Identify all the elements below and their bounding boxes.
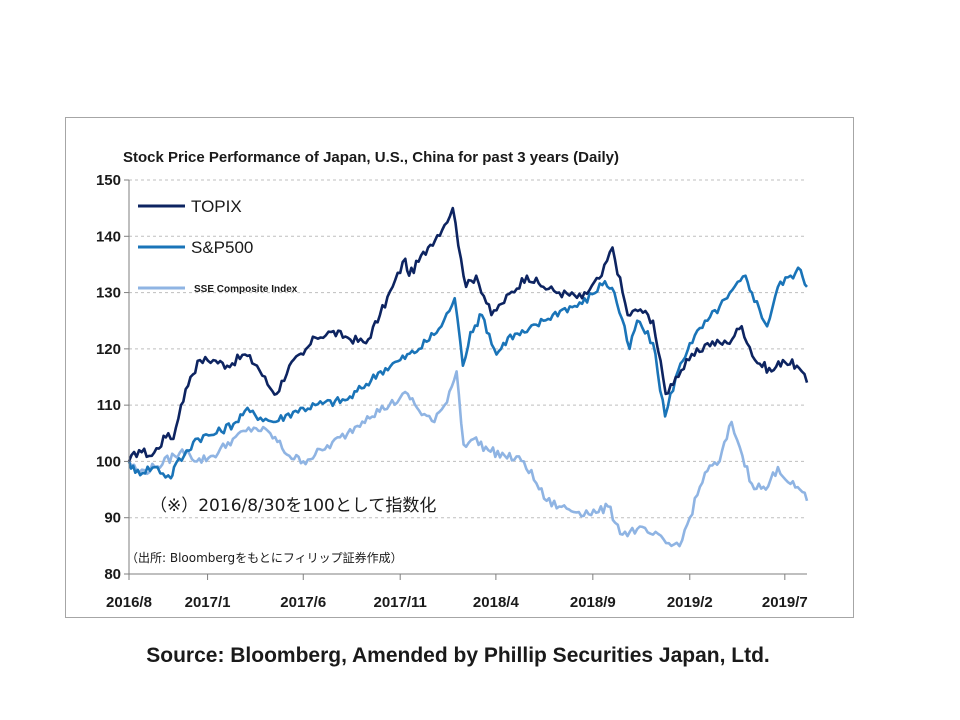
y-tick-label: 140 <box>96 228 121 245</box>
x-tick-label: 2019/2 <box>667 594 713 611</box>
source-note: （出所: Bloombergをもとにフィリップ証券作成） <box>126 550 403 565</box>
y-tick-label: 110 <box>97 397 121 414</box>
legend-label: TOPIX <box>191 197 242 216</box>
x-tick-label: 2017/6 <box>280 594 326 611</box>
series-line-sse-composite-index <box>127 370 809 548</box>
y-tick-label: 150 <box>96 172 121 189</box>
series-line-s-p500 <box>127 266 808 480</box>
x-tick-label: 2017/11 <box>373 594 426 611</box>
x-tick-label: 2018/9 <box>570 594 616 611</box>
index-note: （※）2016/8/30を100として指数化 <box>150 496 436 516</box>
y-tick-label: 90 <box>104 510 121 527</box>
series-line-topix <box>127 206 809 462</box>
y-tick-label: 120 <box>96 341 121 358</box>
legend-label: SSE Composite Index <box>194 284 298 295</box>
x-tick-label: 2019/7 <box>762 594 808 611</box>
x-tick-label: 2017/1 <box>185 594 231 611</box>
x-tick-label: 2016/8 <box>106 594 152 611</box>
legend-label: S&P500 <box>191 238 253 257</box>
y-tick-label: 100 <box>96 453 121 470</box>
y-tick-label: 130 <box>96 285 121 302</box>
source-caption: Source: Bloomberg, Amended by Phillip Se… <box>146 644 770 667</box>
x-tick-label: 2018/4 <box>473 594 520 611</box>
line-chart: Stock Price Performance of Japan, U.S., … <box>96 149 809 611</box>
y-tick-label: 80 <box>104 566 121 583</box>
chart-title: Stock Price Performance of Japan, U.S., … <box>123 149 619 166</box>
chart-frame: Stock Price Performance of Japan, U.S., … <box>65 117 854 618</box>
